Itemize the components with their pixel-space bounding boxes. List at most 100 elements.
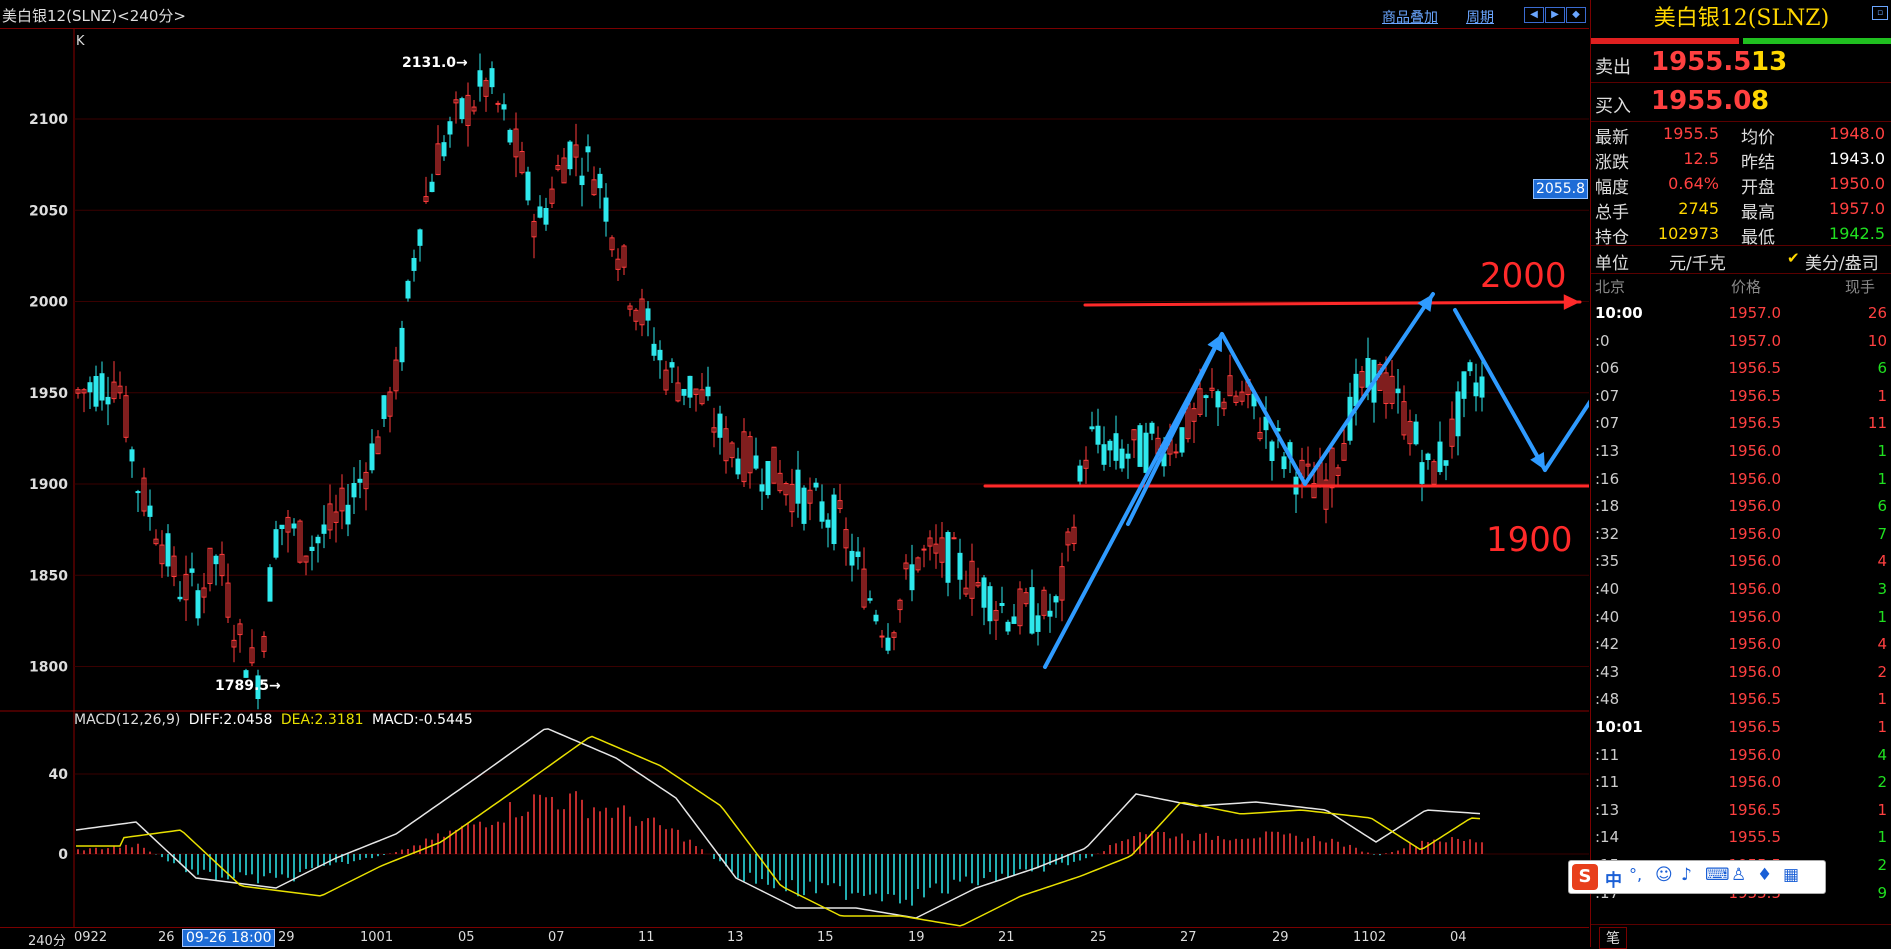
tick-price: 1956.5 [1728,718,1782,736]
nav-fit-icon[interactable]: ◆ [1566,7,1586,23]
candle-body [981,577,987,608]
check-icon[interactable]: ✔ [1787,249,1800,267]
time-axis-label: 25 [1090,930,1107,945]
candle-body [897,599,903,611]
candle-body [303,555,309,563]
tick-row: :11 1956.0 4 [1591,746,1891,773]
skin-icon[interactable]: ♦ [1757,865,1773,885]
candle-body [1365,358,1371,388]
up-arrow-1-head [1207,334,1222,352]
candle-body [255,675,261,700]
tick-price: 1957.0 [1728,331,1782,350]
candle-body [1173,451,1179,454]
dea-value: DEA:2.3181 [280,712,364,728]
toolbox-icon[interactable]: ▦ [1783,865,1800,885]
tick-row: :11 1956.0 2 [1591,773,1891,800]
time-axis-label: 15 [817,930,834,945]
candlestick-chart[interactable]: 2100 2050 2000 1950 1900 1850 1800 40 0 [0,29,1589,927]
y-tick-label: 2000 [29,295,68,311]
candle-body [147,505,153,517]
unit-alt[interactable]: 美分/盎司 [1805,254,1879,274]
candle-body [207,547,213,585]
tick-price: 1956.0 [1728,635,1782,654]
candle-body [213,555,219,565]
chart-area[interactable]: 2100 2050 2000 1950 1900 1850 1800 40 0 K 2131.0… [0,29,1589,927]
cursor-time-label: 09-26 18:00 [182,929,276,947]
candle-body [1305,463,1311,467]
candle-body [753,455,759,469]
candle-body [885,637,891,651]
candle-body [435,143,441,176]
candle-body [723,428,729,462]
time-axis-label: 0922 [74,930,108,945]
candle-body [195,590,201,619]
y-tick-label: 1850 [29,568,68,584]
quote-row: 最新 1955.5 均价 1948.0 [1591,121,1891,148]
candle-body [615,258,621,270]
tick-qty: 26 [1867,304,1887,322]
candle-body [471,106,477,112]
ime-mode[interactable]: 中 [1605,871,1622,891]
candle-body [1425,453,1431,461]
candle-body [1281,456,1287,470]
candle-body [999,603,1005,606]
candle-body [555,165,561,170]
candle-body [645,308,651,321]
candle-body [1473,382,1479,397]
candle-body [381,395,387,419]
ime-toolbar[interactable]: S 中 °, ☺ ♪ ⌨ ♙ ♦ ▦ [1568,860,1826,894]
period-link[interactable]: 周期 [1466,10,1494,26]
candle-body [123,395,129,438]
tick-row: :48 1956.5 1 [1591,690,1891,717]
candle-body [831,494,837,545]
candle-body [117,385,123,394]
candle-body [705,386,711,397]
candle-body [1449,418,1455,447]
candle-body [351,483,357,498]
panel-bottom-tabs: 笔 [1591,924,1891,949]
candle-body [855,551,861,558]
candle-body [1023,592,1029,605]
nav-right-icon[interactable]: ▶ [1545,7,1565,23]
tick-qty: 10 [1867,331,1887,350]
candle-body [711,427,717,433]
candle-body [1005,621,1011,632]
keyboard-icon[interactable]: ⌨ [1705,865,1730,885]
candle-body [1095,425,1101,445]
tick-time: :48 [1595,690,1620,709]
time-axis-label: 21 [998,930,1015,945]
up-arrow-3 [1543,399,1589,472]
candle-body [1311,483,1317,499]
candle-body [807,489,813,504]
punct-icon[interactable]: °, [1629,865,1643,884]
tick-qty: 1 [1877,386,1887,405]
panel-toggle-icon[interactable]: ▫ [1872,6,1888,20]
candle-body [735,458,741,475]
emoji-icon[interactable]: ☺ [1655,865,1673,885]
chart-title-bar: 美白银12(SLNZ)<240分> 商品叠加 周期 ◀ ▶ ◆ [0,0,1589,29]
sogou-logo-icon[interactable]: S [1572,864,1598,890]
y-tick-label: 2050 [29,203,68,219]
user-icon[interactable]: ♙ [1731,865,1747,885]
tick-time: :11 [1595,773,1620,792]
candle-body [1059,566,1065,601]
tick-time: :42 [1595,635,1620,654]
quote-label: 涨跌 [1595,153,1629,173]
candle-body [141,477,147,512]
candle-body [363,471,369,490]
tick-qty: 4 [1877,635,1887,654]
candle-body [699,389,705,405]
candle-body [99,373,105,401]
tick-price: 1956.0 [1728,524,1782,543]
tab-ticks[interactable]: 笔 [1599,927,1627,949]
mic-icon[interactable]: ♪ [1681,865,1692,885]
sell-row: 卖出 1955.5 13 [1591,44,1891,83]
nav-left-icon[interactable]: ◀ [1524,7,1544,23]
tick-price: 1955.5 [1728,828,1782,847]
candle-body [261,635,267,652]
tick-qty: 1 [1877,442,1887,460]
annotation-2000: 2000 [1480,256,1567,296]
candle-body [1359,371,1365,388]
sell-qty: 13 [1751,47,1788,77]
overlay-link[interactable]: 商品叠加 [1382,10,1438,26]
